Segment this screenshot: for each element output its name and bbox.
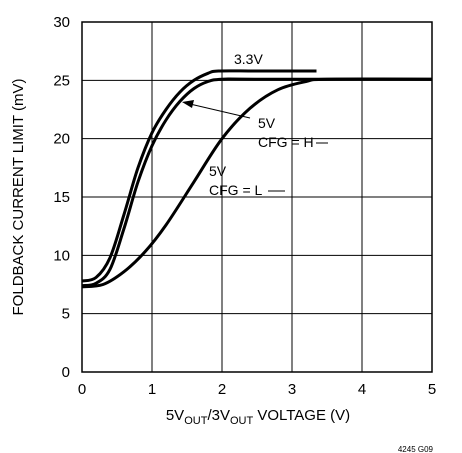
annotation-3v3: 3.3V: [234, 51, 263, 67]
x-axis-label-sub1: OUT: [184, 415, 208, 427]
x-axis-label-sub2: OUT: [230, 415, 254, 427]
x-tick-label: 5: [428, 381, 436, 398]
x-axis-label: 5VOUT/3VOUT VOLTAGE (V): [166, 407, 350, 427]
x-tick-label: 2: [218, 381, 226, 398]
x-axis-label-prefix: 5V: [166, 407, 184, 424]
figure-code: 4245 G09: [398, 445, 434, 453]
x-axis-label-mid: /3V: [207, 407, 230, 424]
y-tick-label: 0: [62, 364, 70, 381]
x-axis-label-suffix: VOLTAGE (V): [253, 407, 350, 424]
x-tick-label: 4: [358, 381, 366, 398]
annotation-arrow-line: [189, 103, 251, 119]
plot-frame: [81, 21, 433, 373]
y-tick-label: 30: [53, 14, 70, 31]
series-lines: [81, 69, 433, 289]
y-tick-label: 25: [53, 72, 70, 89]
y-tick-label: 5: [62, 306, 70, 323]
y-tick-label: 10: [53, 247, 70, 264]
annotation-5v-h: 5V: [258, 115, 276, 131]
x-tick-label: 0: [78, 381, 86, 398]
y-tick-label: 15: [53, 189, 70, 206]
tick-labels: 0 1 2 3 4 5 0 5 10 15 20 25 30: [53, 14, 436, 398]
annotation-cfg-l: CFG = L: [209, 182, 263, 198]
y-axis-label: FOLDBACK CURRENT LIMIT (mV): [10, 79, 27, 316]
series-line-3: [81, 77, 433, 289]
series-line-1: [81, 69, 317, 283]
y-tick-label: 20: [53, 131, 70, 148]
series-line-2: [81, 77, 432, 288]
annotation-5v-l: 5V: [209, 163, 227, 179]
x-tick-label: 3: [288, 381, 296, 398]
annotation-arrow-head: [182, 100, 194, 108]
annotation-cfg-h: CFG = H: [258, 134, 314, 150]
x-tick-label: 1: [148, 381, 156, 398]
